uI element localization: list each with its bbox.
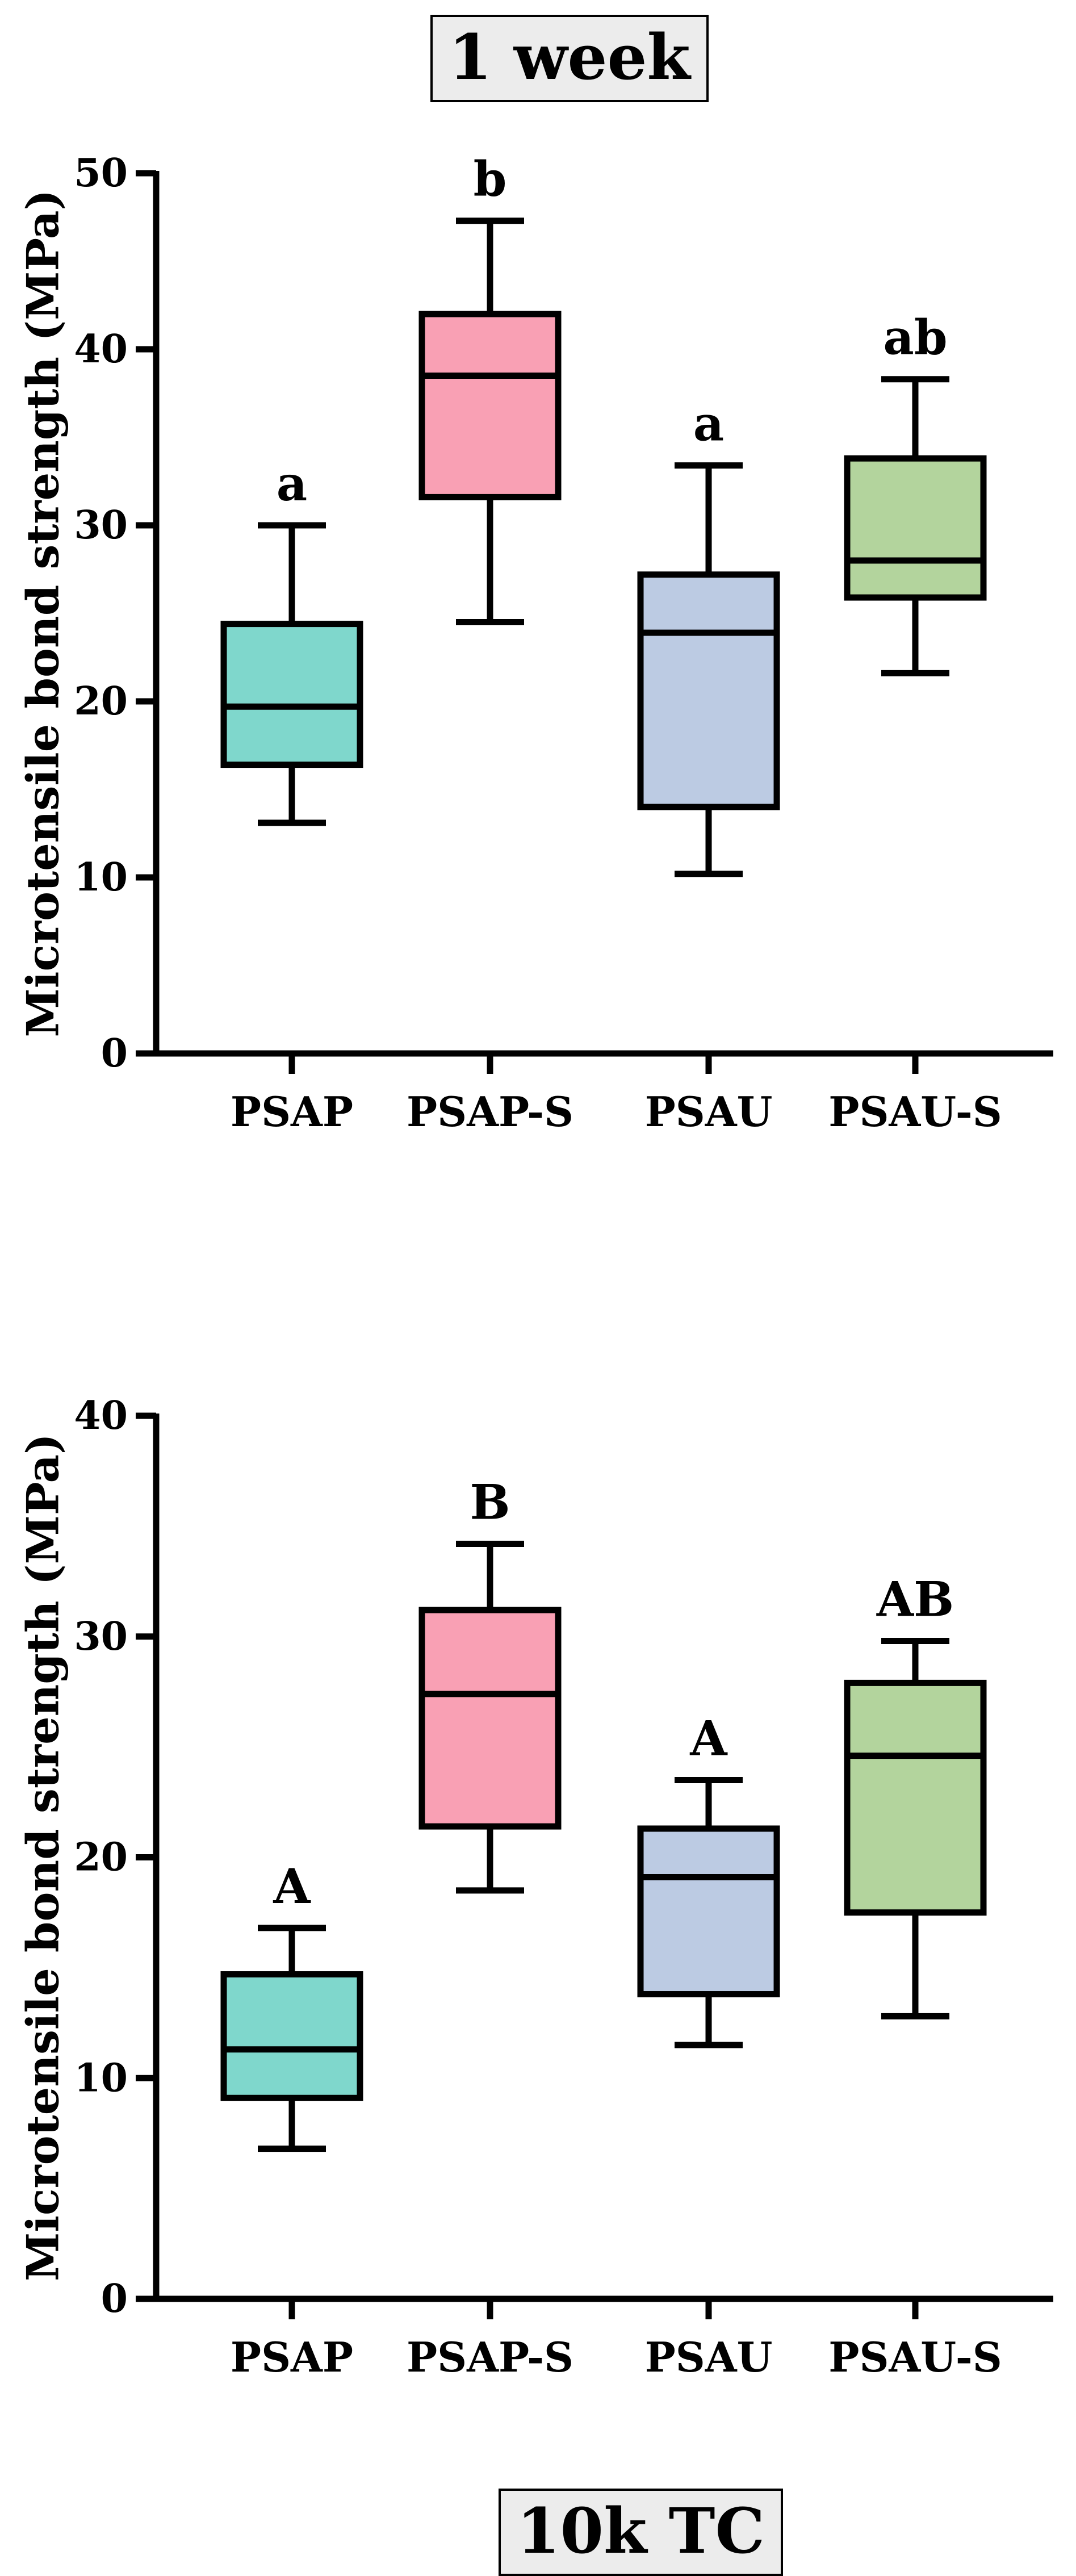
- y-tick-label: 20: [74, 1835, 128, 1880]
- significance-label: b: [474, 151, 507, 207]
- y-tick-label: 40: [74, 327, 128, 372]
- box-psap: [220, 1971, 363, 2101]
- x-tick-label: PSAU-S: [828, 2333, 1002, 2381]
- y-axis-title: Microtensile bond strength (MPa): [18, 1433, 69, 2281]
- box-psau: [637, 1825, 780, 1998]
- y-tick-label: 10: [74, 2055, 128, 2101]
- chart-plot: Microtensile bond strength (MPa) 0 10 20 30 4…: [18, 1393, 1053, 2381]
- x-tick-label: PSAP: [231, 2333, 353, 2381]
- chart-title: 10k TC: [499, 2489, 783, 2576]
- x-tick-label: PSAU: [645, 2333, 773, 2381]
- chart-title: 1 week: [430, 15, 709, 102]
- chart-1week: 1 week Microtensile bond strength (MPa) 0…: [0, 0, 1076, 1193]
- significance-label: B: [470, 1474, 510, 1530]
- y-tick-label: 40: [74, 1393, 128, 1438]
- significance-label: a: [277, 455, 307, 512]
- box-psap: [220, 621, 363, 768]
- y-tick-label: 50: [74, 150, 128, 196]
- significance-label: A: [689, 1710, 728, 1766]
- x-tick-label: PSAP-S: [407, 1088, 573, 1136]
- chart-plot: Microtensile bond strength (MPa) 0 10 20 30 4…: [18, 150, 1053, 1136]
- y-tick-label: 20: [74, 679, 128, 724]
- significance-label: AB: [876, 1571, 954, 1628]
- y-tick-label: 0: [101, 1031, 128, 1076]
- box-psau: [637, 571, 780, 810]
- chart-10k-tc: 10k TC Microtensile bond strength (MPa) 0…: [0, 1221, 1076, 2576]
- significance-label: A: [273, 1858, 311, 1914]
- x-tick-label: PSAU-S: [828, 1088, 1002, 1136]
- box-psap-s: [418, 311, 562, 500]
- x-tick-label: PSAU: [645, 1088, 773, 1136]
- significance-label: a: [693, 396, 724, 452]
- y-tick-label: 30: [74, 503, 128, 548]
- x-tick-label: PSAP: [231, 1088, 353, 1136]
- box-psap-s: [418, 1607, 562, 1830]
- y-tick-label: 10: [74, 855, 128, 900]
- y-tick-label: 0: [101, 2276, 128, 2322]
- box-psau-s: [844, 1679, 987, 1916]
- y-axis-title: Microtensile bond strength (MPa): [18, 190, 69, 1038]
- x-tick-label: PSAP-S: [407, 2333, 573, 2381]
- box-psau-s: [844, 455, 987, 601]
- significance-label: ab: [883, 310, 947, 366]
- y-tick-label: 30: [74, 1614, 128, 1659]
